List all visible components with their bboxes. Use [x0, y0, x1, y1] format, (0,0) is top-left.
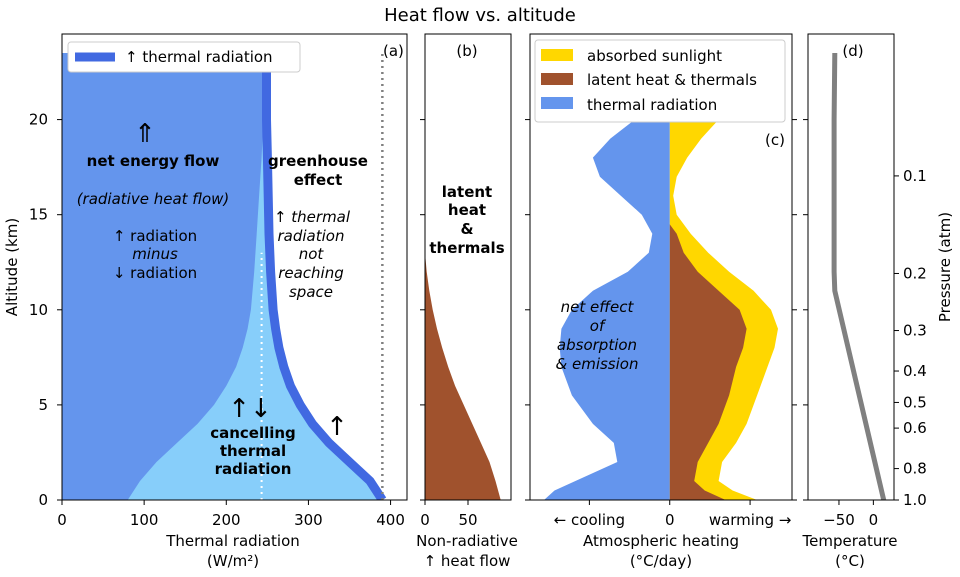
panel-d-xlabel-2: (°C): [835, 552, 865, 570]
cancelling-label-3: radiation: [215, 460, 292, 478]
panel-c-xtick-label: warming →: [709, 511, 792, 529]
latent-heat-area: [425, 252, 501, 500]
panel-a-xtick-label: 300: [294, 511, 323, 529]
panel-c-text-3: absorption: [557, 336, 637, 354]
panel-a-label: (a): [383, 42, 404, 60]
panel-b-xtick-label: 0: [420, 511, 430, 529]
panel-b-yticks: [420, 119, 425, 501]
gh-desc-5: space: [289, 283, 333, 301]
panel-b-text-1: latent: [442, 183, 492, 201]
panel-a-frame: [61, 33, 408, 501]
pressure-tick-label: 0.5: [903, 393, 927, 411]
panel-b-xticks: 0 50: [420, 500, 478, 529]
gh-desc-1: ↑ thermal: [274, 208, 351, 226]
panel-d-xtick-label: 0: [869, 511, 879, 529]
panel-a: ↑ thermal radiation (a) ⇑ net energy flo…: [3, 33, 408, 570]
up-double-arrow: ⇑: [134, 119, 156, 149]
panel-a-xtick-label: 0: [57, 511, 67, 529]
panel-a-ytick-label: 20: [29, 111, 48, 129]
panel-d-label: (d): [842, 42, 863, 60]
panel-c-legend: [534, 39, 786, 123]
gh-desc-2: radiation: [278, 227, 345, 245]
pressure-tick-label: 0.4: [903, 362, 927, 380]
cancelling-label-1: cancelling: [210, 424, 296, 442]
panel-c-yticks: [525, 119, 797, 501]
panel-a-xlabel-2: (W/m²): [207, 552, 259, 570]
panel-c-xtick-label: 0: [665, 511, 675, 529]
pressure-tick-label: 0.6: [903, 419, 927, 437]
panel-b: (b) latent heat & thermals 0 50 Non-radia…: [416, 33, 518, 570]
panel-a-ytick-label: 0: [38, 491, 48, 509]
legend-sunlight-label: absorbed sunlight: [587, 47, 722, 65]
panel-d-xticks: −50 0: [823, 500, 878, 529]
legend-latent-label: latent heat & thermals: [587, 71, 757, 89]
panel-a-xtick-label: 100: [130, 511, 159, 529]
pressure-axis-label: Pressure (atm): [936, 212, 954, 322]
panel-c-text-1: net effect: [561, 298, 635, 316]
pressure-tick-label: 0.3: [903, 322, 927, 340]
panel-a-ytick-label: 10: [29, 301, 48, 319]
panel-a-ytick-label: 5: [38, 396, 48, 414]
latent-heat-thermals-area: [669, 224, 747, 500]
panel-a-xlabel-1: Thermal radiation: [165, 532, 300, 550]
panel-c-label: (c): [765, 131, 785, 149]
panel-a-legend: [67, 41, 301, 73]
panel-a-ytick-label: 15: [29, 206, 48, 224]
legend-thermal-label: ↑ thermal radiation: [125, 48, 273, 66]
panel-c-xticks: ← cooling 0 warming →: [554, 500, 792, 529]
panel-a-yticks: 0 5 10 15 20: [29, 111, 62, 509]
panel-d-frame: [807, 33, 895, 501]
panel-a-xticks: 0 100 200 300 400: [57, 500, 405, 529]
panel-c-xtick-label: ← cooling: [554, 511, 625, 529]
panel-d-yticks: [803, 119, 808, 501]
greenhouse-label-2: effect: [294, 171, 343, 189]
pressure-tick-label: 0.2: [903, 264, 927, 282]
thermal-radiation-area: [544, 119, 670, 500]
gh-desc-4: reaching: [278, 264, 344, 282]
pressure-tick-label: 0.8: [903, 460, 927, 478]
gh-desc-3: not: [299, 245, 325, 263]
net-energy-flow-area: [62, 53, 265, 500]
up-down-arrows: ↑↓: [228, 394, 272, 424]
panel-c-frame: [529, 33, 793, 501]
legend-thermal-swatch-c: [541, 97, 573, 109]
panel-c: absorbed sunlight latent heat & thermals…: [525, 33, 797, 570]
panel-a-ylabel: Altitude (km): [3, 218, 21, 316]
radiation-up-label: ↑ radiation: [113, 227, 197, 245]
upward-radiation-line: [262, 53, 387, 500]
temperature-line: [831, 52, 887, 500]
panel-b-label: (b): [456, 42, 477, 60]
panel-b-text-2: heat: [448, 201, 486, 219]
panel-c-text-2: of: [590, 317, 607, 335]
minus-label: minus: [132, 245, 178, 263]
panel-b-xtick-label: 50: [458, 511, 477, 529]
net-energy-flow-label: net energy flow: [87, 152, 220, 170]
legend-latent-swatch: [541, 73, 573, 85]
panel-d: (d) −50 0 0.1 0.2 0.3 0.4 0.5 0.6 0.8 1.0 Temper…: [801, 33, 954, 570]
greenhouse-label-1: greenhouse: [268, 152, 368, 170]
figure-title: Heat flow vs. altitude: [384, 5, 576, 26]
cancelling-label-2: thermal: [220, 442, 286, 460]
panel-c-xlabel-1: Atmospheric heating: [583, 532, 739, 550]
panel-b-text-3: &: [460, 220, 473, 238]
panel-a-xtick-label: 400: [376, 511, 405, 529]
small-up-arrow: ↑: [326, 412, 348, 442]
panel-d-xtick-label: −50: [823, 511, 855, 529]
panel-b-xlabel-1: Non-radiative: [416, 532, 518, 550]
radiative-heat-flow-label: (radiative heat flow): [77, 190, 230, 208]
legend-thermal-label-c: thermal radiation: [587, 96, 717, 114]
panel-c-xlabel-2: (°C/day): [630, 552, 692, 570]
pressure-tick-label: 0.1: [903, 167, 927, 185]
panel-c-text-4: & emission: [556, 355, 639, 373]
panel-d-xlabel-1: Temperature: [801, 532, 897, 550]
legend-sunlight-swatch: [541, 49, 573, 61]
panel-a-xtick-label: 200: [212, 511, 241, 529]
panel-d-pressure-ticks: 0.1 0.2 0.3 0.4 0.5 0.6 0.8 1.0: [894, 167, 927, 509]
panel-b-xlabel-2: ↑ heat flow: [424, 552, 511, 570]
panel-b-text-4: thermals: [429, 239, 504, 257]
pressure-tick-label: 1.0: [903, 491, 927, 509]
radiation-down-label: ↓ radiation: [113, 264, 197, 282]
